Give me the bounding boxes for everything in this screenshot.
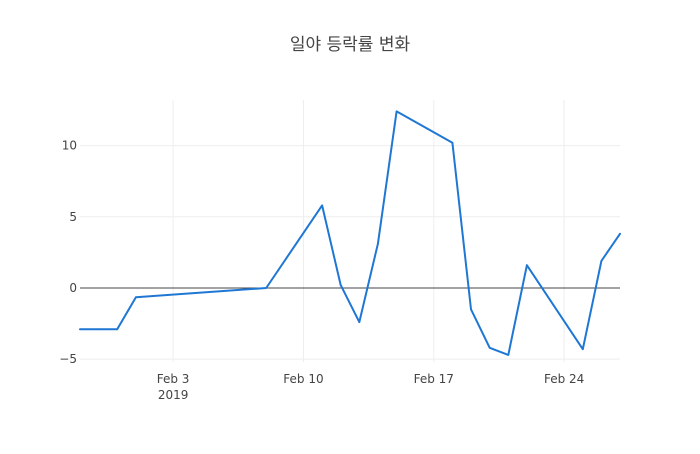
series-point bbox=[321, 204, 323, 207]
y-tick-label: 5 bbox=[69, 210, 77, 224]
series-point bbox=[470, 308, 472, 311]
x-tick-label: Feb 3 bbox=[157, 372, 190, 386]
x-tick-label: Feb 10 bbox=[283, 372, 323, 386]
y-axis-ticks: −5 0 5 10 bbox=[59, 139, 77, 367]
series-point bbox=[339, 284, 342, 286]
series-point bbox=[451, 141, 454, 144]
series-point bbox=[526, 264, 528, 267]
x-axis-ticks: Feb 3 2019 Feb 10 Feb 17 Feb 24 bbox=[157, 372, 585, 402]
series-layer bbox=[79, 110, 621, 356]
series-point bbox=[600, 260, 603, 262]
series-line bbox=[79, 110, 621, 356]
series-point bbox=[395, 110, 398, 113]
gridlines bbox=[80, 100, 620, 362]
series-point bbox=[97, 328, 100, 331]
series-point bbox=[265, 287, 268, 289]
series-point bbox=[358, 321, 361, 323]
series-point bbox=[619, 233, 621, 235]
series-point bbox=[135, 296, 137, 299]
chart-title: 일야 등락률 변화 bbox=[290, 35, 411, 55]
series-point bbox=[488, 347, 491, 349]
x-tick-label: Feb 17 bbox=[414, 372, 454, 386]
series-point bbox=[79, 328, 81, 331]
series-point bbox=[507, 354, 510, 356]
series-point bbox=[116, 328, 118, 331]
y-tick-label: 0 bbox=[69, 281, 77, 295]
y-tick-label: −5 bbox=[59, 352, 77, 366]
x-tick-sublabel: 2019 bbox=[158, 388, 189, 402]
x-tick-label: Feb 24 bbox=[544, 372, 584, 386]
y-tick-label: 10 bbox=[62, 139, 77, 153]
series-point bbox=[582, 348, 584, 351]
series-point bbox=[377, 243, 379, 245]
